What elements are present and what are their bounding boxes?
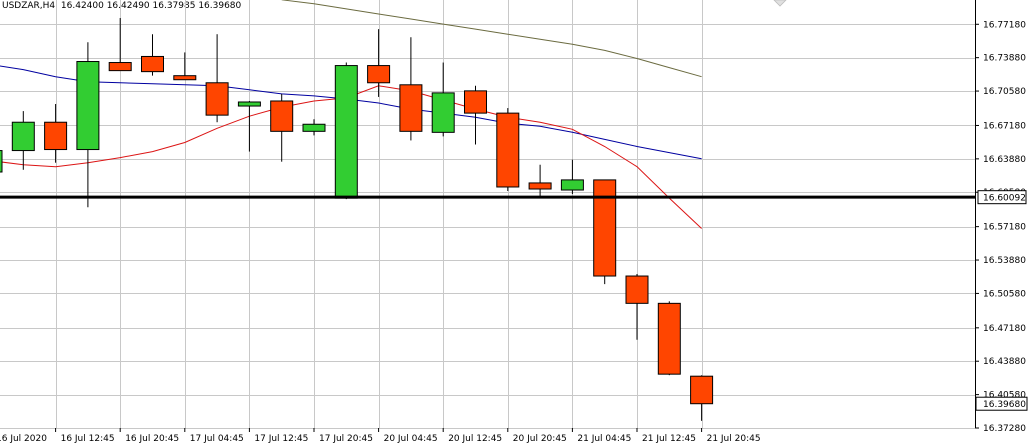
candle (108, 18, 132, 72)
candle-body (44, 121, 68, 151)
candle-body (237, 101, 261, 107)
y-tick-label: 16.63880 (983, 155, 1026, 165)
candle (270, 93, 294, 162)
candle-body (205, 82, 229, 116)
candles (0, 18, 714, 421)
y-tick-label: 16.53880 (983, 256, 1026, 266)
x-tick-label: 20 Jul 20:45 (513, 434, 567, 444)
candle (173, 52, 197, 81)
candle (690, 375, 714, 421)
candle-body (76, 61, 100, 151)
x-tick-label: 16 Jul 2020 (0, 434, 47, 444)
candle-body (399, 84, 423, 132)
candle (464, 85, 487, 145)
candle-body (173, 75, 197, 81)
candle-body (528, 182, 552, 190)
candle (302, 119, 326, 136)
x-tick-label: 17 Jul 12:45 (254, 434, 308, 444)
y-tick-label: 16.57180 (983, 223, 1026, 233)
level-label: 16.60092 (983, 194, 1026, 204)
last-price-box (975, 396, 1028, 411)
candle (657, 301, 681, 376)
candle-body (302, 123, 326, 132)
candle (399, 37, 423, 141)
y-tick-label: 16.77180 (983, 20, 1026, 30)
y-tick-label: 16.40580 (983, 391, 1026, 401)
candle (141, 34, 164, 76)
y-tick-label: 16.47180 (983, 324, 1026, 334)
candle-body (0, 150, 3, 173)
x-tick-label: 20 Jul 12:45 (448, 434, 502, 444)
candle (0, 150, 3, 173)
x-tick-label: 21 Jul 20:45 (707, 434, 761, 444)
chart-header: USDZAR,H4 16.42400 16.42490 16.37985 16.… (2, 1, 241, 11)
ohlc-values: 16.42400 16.42490 16.37985 16.39680 (60, 1, 242, 11)
y-tick-label: 16.37280 (983, 424, 1026, 434)
candle (44, 104, 68, 163)
candle-body (690, 375, 714, 405)
ma-slow-line (281, 0, 702, 78)
candle-body (270, 100, 294, 132)
candle-body (431, 92, 455, 133)
y-tick-label: 16.50580 (983, 289, 1026, 299)
candle-body (657, 302, 681, 375)
level-label-box (977, 190, 1027, 205)
candle (625, 274, 649, 340)
symbol-label: USDZAR,H4 (2, 1, 56, 11)
candle (334, 62, 358, 200)
scroll-marker-icon[interactable] (773, 0, 787, 7)
candle (528, 164, 552, 197)
candle-body (496, 112, 520, 188)
last-price-label: 16.39680 (983, 400, 1026, 410)
price-axis: 16.77180 16.73880 16.70580 16.67180 16.63880… (975, 20, 1028, 434)
candle-body (464, 90, 487, 114)
x-tick-label: 17 Jul 20:45 (319, 434, 373, 444)
candle (593, 179, 617, 285)
candle-body (625, 275, 649, 304)
x-tick-label: 21 Jul 04:45 (577, 434, 631, 444)
candle-body (141, 55, 164, 73)
candle (496, 108, 520, 192)
x-tick-label: 16 Jul 20:45 (125, 434, 179, 444)
time-axis: 16 Jul 2020 16 Jul 12:45 16 Jul 20:45 17 Ju… (0, 428, 761, 444)
y-tick-label: 16.73880 (983, 54, 1026, 64)
candle-body (367, 65, 391, 84)
x-tick-label: 17 Jul 04:45 (190, 434, 244, 444)
candle (431, 62, 455, 137)
x-tick-label: 21 Jul 12:45 (642, 434, 696, 444)
candle-body (560, 179, 584, 191)
candle-body (334, 65, 358, 199)
x-tick-label: 20 Jul 04:45 (384, 434, 438, 444)
x-tick-label: 16 Jul 12:45 (61, 434, 115, 444)
candle-body (11, 121, 35, 152)
y-tick-label: 16.67180 (983, 121, 1026, 131)
candle (11, 111, 35, 170)
candle (205, 34, 229, 123)
candle-body (593, 179, 617, 277)
candle (367, 29, 391, 97)
y-tick-label: 16.70580 (983, 87, 1026, 97)
y-tick-label: 16.43880 (983, 357, 1026, 367)
candle (237, 100, 261, 152)
candle (560, 159, 584, 195)
candle (76, 42, 100, 208)
candle-body (108, 62, 132, 72)
